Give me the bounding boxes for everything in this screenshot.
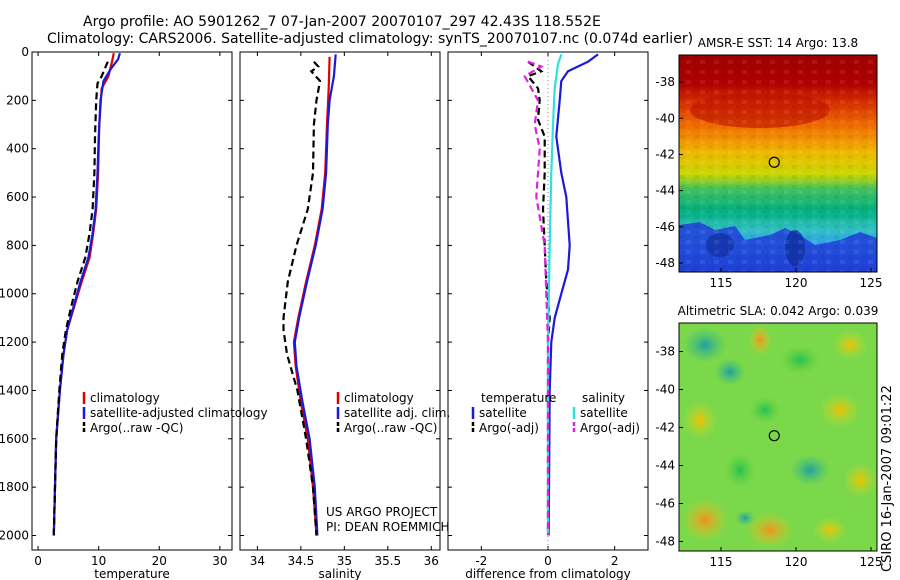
sla-blob: [818, 392, 862, 428]
map-y-tick-label: -46: [655, 220, 675, 234]
series-line-0: [547, 53, 599, 536]
sla-blob: [681, 498, 729, 542]
y-tick-label: 600: [6, 190, 29, 204]
map-y-tick-label: -40: [655, 383, 675, 397]
map-x-tick-label: 125: [860, 276, 883, 290]
y-tick-label: 1800: [0, 480, 29, 494]
map-y-tick-label: -48: [655, 535, 675, 549]
x-tick-label: 34.5: [288, 554, 315, 568]
y-tick-label: 1000: [0, 287, 29, 301]
legend-label: satellite-adjusted climatology: [90, 406, 268, 420]
series-line-3: [523, 60, 550, 536]
plot-frame: [31, 51, 233, 551]
x-tick-label: 0: [544, 554, 552, 568]
map-y-tick-label: -44: [655, 459, 675, 473]
sla-blob: [748, 324, 772, 356]
series-line-1: [293, 54, 337, 536]
x-tick-label: -2: [475, 554, 487, 568]
map-x-tick-label: 120: [785, 555, 808, 569]
sla-blob: [790, 454, 830, 486]
sla-blob: [812, 516, 848, 544]
x-axis-label: temperature: [94, 567, 169, 580]
figure-title-line-1: Argo profile: AO 5901262_7 07-Jan-2007 2…: [83, 14, 601, 30]
sla-blob: [682, 400, 718, 440]
sla-map-panel: Altimetric SLA: 0.042 Argo: 0.039 115 120 1…: [655, 304, 882, 569]
x-tick-label: 10: [91, 554, 106, 568]
salinity-profile-panel: 34 34.5 35 35.5 36 salinity climatologysatelli…: [239, 51, 450, 580]
y-tick-label: 1200: [0, 335, 29, 349]
x-tick-label: 2: [611, 554, 619, 568]
x-tick-label: 36: [424, 554, 439, 568]
y-tick-label: 400: [6, 142, 29, 156]
sla-blob: [749, 396, 781, 424]
sla-blob: [714, 358, 746, 386]
legend-label: Argo(..raw -QC): [90, 421, 183, 435]
plot-frame: [239, 51, 441, 551]
map-y-tick-label: -44: [655, 184, 675, 198]
series-line-1: [52, 52, 121, 536]
x-tick-label: 20: [152, 554, 167, 568]
y-tick-label: 1400: [0, 383, 29, 397]
series-line-1: [526, 60, 551, 536]
x-tick-label: 35.5: [374, 554, 401, 568]
legend-label: Argo(-adj): [479, 421, 539, 435]
legend-label: satellite: [580, 406, 628, 420]
sla-blob: [842, 462, 878, 498]
x-axis-label: difference from climatology: [465, 567, 631, 580]
legend-label: Argo(-adj): [580, 421, 640, 435]
map-x-tick-label: 115: [710, 276, 733, 290]
legend-label: climatology: [90, 391, 160, 405]
annotation-text: PI: DEAN ROEMMICH: [326, 520, 449, 534]
map-frame: [678, 54, 878, 273]
map-y-tick-label: -42: [655, 421, 675, 435]
sst-map-panel: AMSR-E SST: 14 Argo: 13.8 115 120 125 -38 -40…: [655, 36, 882, 290]
sla-blob: [832, 329, 868, 361]
map-y-tick-label: -40: [655, 111, 675, 125]
map-x-tick-label: 115: [710, 555, 733, 569]
y-tick-label: 2000: [0, 528, 29, 542]
sla-blob: [683, 327, 727, 363]
legend-header: temperature: [481, 391, 556, 405]
figure-title-line-2: Climatology: CARS2006. Satellite-adjuste…: [47, 31, 693, 47]
argo-location-marker: [768, 156, 780, 168]
map-y-tick-label: -38: [655, 75, 675, 89]
map-x-tick-label: 120: [785, 276, 808, 290]
sla-blob: [780, 346, 820, 374]
legend-label: climatology: [344, 391, 414, 405]
sst-map-texture: [679, 55, 877, 272]
map-y-tick-label: -42: [655, 147, 675, 161]
x-tick-label: 35: [337, 554, 352, 568]
map-title: AMSR-E SST: 14 Argo: 13.8: [698, 36, 858, 50]
side-timestamp-label: CSIRO 16-Jan-2007 09:01:22: [880, 385, 895, 572]
y-tick-label: 1600: [0, 432, 29, 446]
temperature-profile-panel: 0 10 20 30 temperature 0 200 400 600 800 1000 1200 1…: [0, 45, 268, 580]
y-tick-label: 200: [6, 93, 29, 107]
argo-location-marker: [768, 430, 780, 442]
annotation-text: US ARGO PROJECT: [326, 505, 438, 519]
map-y-tick-label: -46: [655, 497, 675, 511]
x-tick-label: 30: [212, 554, 227, 568]
map-title: Altimetric SLA: 0.042 Argo: 0.039: [678, 304, 879, 318]
sla-blob: [724, 452, 756, 488]
y-tick-label: 800: [6, 238, 29, 252]
map-y-tick-label: -48: [655, 256, 675, 270]
map-frame: [678, 322, 878, 552]
legend-label: satellite: [479, 406, 527, 420]
legend-header: salinity: [582, 391, 625, 405]
x-axis-label: salinity: [318, 567, 361, 580]
map-x-tick-label: 125: [860, 555, 883, 569]
legend-label: Argo(..raw -QC): [344, 421, 437, 435]
series-line-2: [52, 61, 109, 536]
y-tick-label: 0: [21, 45, 29, 59]
legend-label: satellite adj. clim.: [344, 406, 450, 420]
x-tick-label: 34: [250, 554, 265, 568]
sla-blob: [735, 510, 755, 526]
series-line-2: [282, 60, 322, 536]
series-line-0: [52, 52, 115, 536]
map-y-tick-label: -38: [655, 345, 675, 359]
x-tick-label: 0: [34, 554, 42, 568]
sla-blob: [746, 512, 794, 548]
